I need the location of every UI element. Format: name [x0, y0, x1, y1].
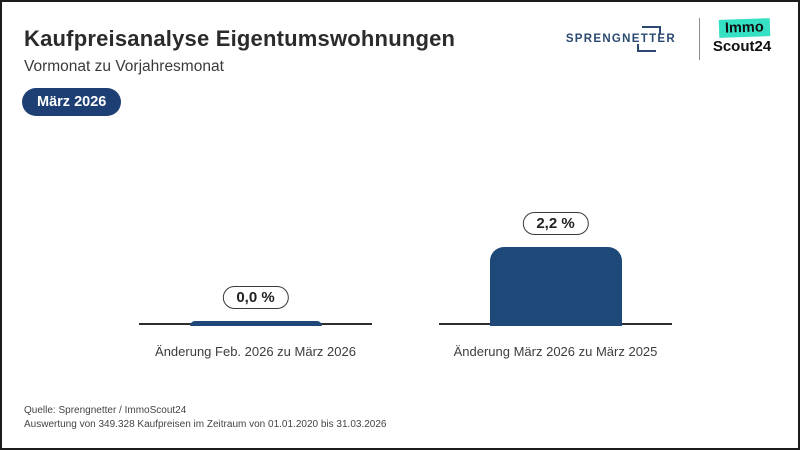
immoscout24-logo-scout24-text: Scout24 — [712, 38, 772, 55]
date-badge: März 2026 — [22, 88, 122, 116]
sprengnetter-logo: SPRENGNETTER — [566, 33, 676, 45]
immoscout24-logo-immo-chip: Immo — [718, 18, 770, 38]
sprengnetter-logo-text-bracketed: TT — [640, 33, 658, 45]
page-title: Kaufpreisanalyse Eigentumswohnungen — [24, 26, 456, 51]
immoscout24-logo: Immo Scout24 — [706, 18, 778, 56]
bar-group-maerz-vs-vorjahr: 2,2 % Änderung März 2026 zu März 2025 — [439, 178, 672, 368]
bar-value-maerz-vs-vorjahr — [489, 246, 622, 326]
value-label-pill: 0,0 % — [222, 286, 289, 309]
category-label: Änderung Feb. 2026 zu März 2026 — [155, 344, 356, 359]
category-label: Änderung März 2026 zu März 2025 — [453, 344, 658, 359]
bar-group-feb-vs-maerz: 0,0 % Änderung Feb. 2026 zu März 2026 — [139, 178, 372, 368]
logo-area: SPRENGNETTER Immo Scout24 — [566, 16, 784, 64]
source-note: Quelle: Sprengnetter / ImmoScout24 Auswe… — [24, 404, 386, 432]
sprengnetter-logo-text-pre: SPRENGNE — [565, 33, 641, 45]
bar-value-feb-vs-maerz — [189, 321, 322, 326]
value-label-pill: 2,2 % — [522, 211, 589, 235]
page-subtitle: Vormonat zu Vorjahresmonat — [24, 58, 224, 75]
sprengnetter-bracket-icon: TT — [641, 33, 658, 45]
plot-area: 0,0 % — [139, 178, 372, 326]
source-line-2: Auswertung von 349.328 Kaufpreisen im Ze… — [24, 419, 387, 430]
source-line-1: Quelle: Sprengnetter / ImmoScout24 — [24, 405, 187, 416]
plot-area: 2,2 % — [439, 178, 672, 326]
logo-divider — [698, 18, 700, 60]
sprengnetter-logo-text-post: ER — [657, 33, 676, 45]
